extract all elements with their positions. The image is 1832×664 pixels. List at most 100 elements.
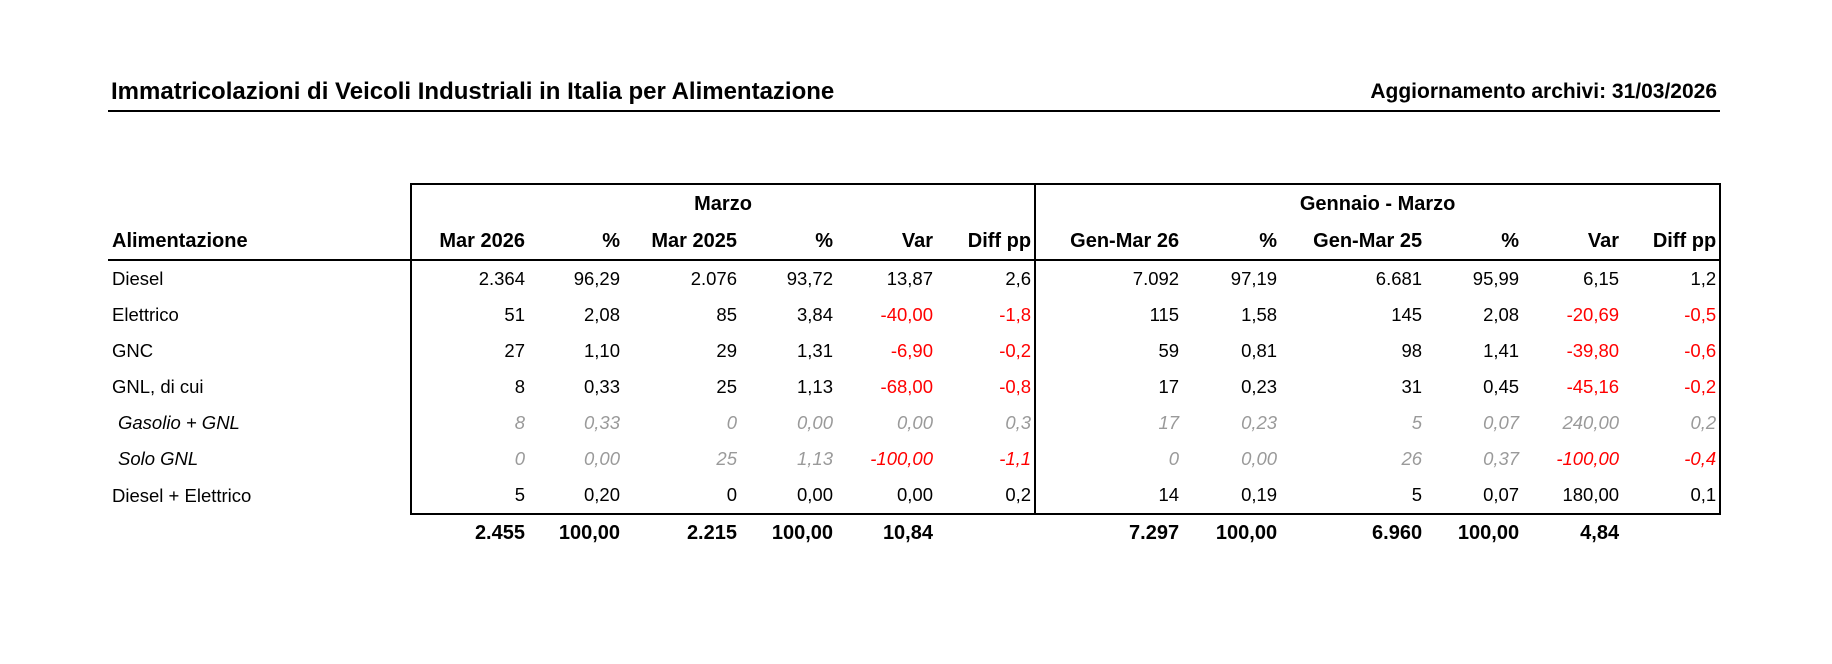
table-cell: -6,90 bbox=[890, 340, 933, 361]
table-row: Diesel + Elettrico 5 0,20 0 0,00 0,00 0,2 14 0,1… bbox=[108, 477, 1722, 515]
table-cell: 0,1 bbox=[1622, 477, 1722, 515]
table-cell: -0,5 bbox=[1622, 297, 1722, 333]
table-cell: 0 bbox=[726, 412, 737, 433]
column-header-row: Alimentazione Mar 2026% Mar 2025% Var Diff … bbox=[108, 223, 1722, 261]
table-cell: 2,08 bbox=[1483, 304, 1520, 325]
registrations-table: Marzo Gennaio - Marzo Alimentazione Mar … bbox=[108, 183, 1722, 551]
table-cell: 0,33 bbox=[583, 376, 620, 397]
table-cell: 51 bbox=[410, 297, 528, 333]
table-cell: -1,8 bbox=[936, 297, 1037, 333]
table-cell: 2.364 bbox=[410, 260, 528, 297]
table-cell: 0,19 bbox=[1182, 477, 1281, 515]
table-cell: 2,6 bbox=[936, 260, 1037, 297]
column-header: Mar 2025 bbox=[623, 223, 740, 261]
group-ytd: Gennaio - Marzo bbox=[1035, 183, 1722, 223]
table-cell: 8 bbox=[410, 369, 528, 405]
table-cell: 0,23 bbox=[1241, 412, 1278, 433]
row-label: Diesel bbox=[112, 268, 164, 289]
table-cell: 0,23 bbox=[1241, 376, 1278, 397]
table-cell: 0 bbox=[623, 477, 740, 515]
table-cell: 29 bbox=[716, 340, 737, 361]
table-cell: -20,69 bbox=[1566, 304, 1620, 325]
table-row: Gasolio + GNL 8 0,33 0 0,00 0,00 0,3 17 0,23 5 0,0… bbox=[108, 405, 1722, 441]
table-cell: 0,2 bbox=[936, 477, 1037, 515]
row-label: GNC bbox=[112, 340, 154, 361]
total-cell: 100,00 bbox=[1215, 522, 1278, 544]
table-cell: 7.092 bbox=[1132, 268, 1180, 289]
table-cell: 0,37 bbox=[1483, 448, 1520, 469]
column-header: % bbox=[1425, 223, 1523, 261]
table-cell: -40,00 bbox=[880, 304, 933, 325]
total-cell: 2.455 bbox=[474, 522, 525, 544]
total-cell: 100,00 bbox=[771, 522, 833, 544]
row-header: Alimentazione bbox=[108, 223, 411, 261]
page-title: Immatricolazioni di Veicoli Industriali … bbox=[111, 78, 835, 105]
total-cell bbox=[1622, 514, 1720, 551]
row-label: Gasolio + GNL bbox=[118, 412, 240, 433]
table-cell: 180,00 bbox=[1522, 477, 1623, 515]
table-cell: 2,08 bbox=[583, 304, 620, 325]
total-cell bbox=[936, 514, 1035, 551]
table-cell: 0,3 bbox=[936, 405, 1037, 441]
table-cell: -39,80 bbox=[1566, 340, 1620, 361]
table-cell: 95,99 bbox=[1472, 268, 1520, 289]
column-header: % bbox=[740, 223, 836, 261]
table-cell: 85 bbox=[716, 304, 737, 325]
table-cell: 0,00 bbox=[836, 477, 936, 515]
column-header: Mar 2026 bbox=[410, 223, 528, 261]
table-cell: 2.076 bbox=[690, 268, 737, 289]
table-cell: -68,00 bbox=[880, 376, 933, 397]
table-cell: 0,33 bbox=[583, 412, 620, 433]
row-label: Diesel + Elettrico bbox=[112, 484, 252, 506]
table-cell: -0,6 bbox=[1622, 333, 1722, 369]
table-cell: 1,2 bbox=[1622, 260, 1722, 297]
table-cell: 0,00 bbox=[583, 448, 620, 469]
table-cell: -100,00 bbox=[870, 448, 933, 469]
table-row: Elettrico 51 2,08 85 3,84 -40,00 -1,8 115 1,58 14… bbox=[108, 297, 1722, 333]
column-header: % bbox=[528, 223, 623, 261]
table-cell: 26 bbox=[1401, 448, 1423, 469]
table-cell: 6,15 bbox=[1583, 268, 1620, 289]
table-cell: 31 bbox=[1401, 376, 1423, 397]
table-cell: 0 bbox=[1168, 448, 1180, 469]
table-cell: 93,72 bbox=[786, 268, 833, 289]
table-cell: 25 bbox=[716, 448, 737, 469]
table-row: Solo GNL 0 0,00 25 1,13 -100,00 -1,1 0 0,00 26 0,3… bbox=[108, 441, 1722, 477]
table-cell: 0,00 bbox=[740, 477, 836, 515]
table-row: GNC 27 1,10 29 1,31 -6,90 -0,2 59 0,81 98 1,41 -39,… bbox=[108, 333, 1722, 369]
update-date: Aggiornamento archivi: 31/03/2026 bbox=[1370, 80, 1717, 103]
column-header: Diff pp bbox=[1622, 223, 1722, 261]
column-header: Diff pp bbox=[936, 223, 1037, 261]
table-cell: 240,00 bbox=[1562, 412, 1620, 433]
table-cell: 1,31 bbox=[796, 340, 833, 361]
table-cell: -100,00 bbox=[1556, 448, 1620, 469]
table-cell: 8 bbox=[410, 405, 528, 441]
table-cell: 1,13 bbox=[796, 448, 833, 469]
table-cell: 17 bbox=[1158, 412, 1180, 433]
table-cell: 25 bbox=[716, 376, 737, 397]
total-cell: 100,00 bbox=[1457, 522, 1520, 544]
table-cell: 0,00 bbox=[796, 412, 833, 433]
table-cell: 1,13 bbox=[796, 376, 833, 397]
table-cell: 115 bbox=[1149, 304, 1180, 325]
table-cell: 96,29 bbox=[573, 268, 620, 289]
table-cell: 0,2 bbox=[1622, 405, 1722, 441]
table-cell: 1,10 bbox=[583, 340, 620, 361]
report-header: Immatricolazioni di Veicoli Industriali … bbox=[108, 76, 1720, 112]
table-cell: -1,1 bbox=[936, 441, 1037, 477]
table-cell: -0,2 bbox=[936, 333, 1037, 369]
table-cell: 5 bbox=[1280, 477, 1426, 515]
table-cell: 1,41 bbox=[1483, 340, 1520, 361]
total-cell: 100,00 bbox=[558, 522, 620, 544]
table-cell: -0,2 bbox=[1622, 369, 1722, 405]
table-cell: 145 bbox=[1391, 304, 1423, 325]
column-header: % bbox=[1182, 223, 1281, 261]
row-label: Solo GNL bbox=[118, 448, 199, 469]
table-cell: 17 bbox=[1158, 376, 1180, 397]
table-row: Diesel 2.364 96,29 2.076 93,72 13,87 2,6 7.092 9… bbox=[108, 260, 1722, 297]
total-row: 2.455 100,00 2.215 100,00 10,84 7.297 100,00 6.… bbox=[108, 514, 1720, 551]
table-cell: 0,07 bbox=[1425, 477, 1523, 515]
table-cell: 59 bbox=[1158, 340, 1180, 361]
table-cell: 27 bbox=[410, 333, 528, 369]
row-label: GNL, di cui bbox=[112, 376, 204, 397]
